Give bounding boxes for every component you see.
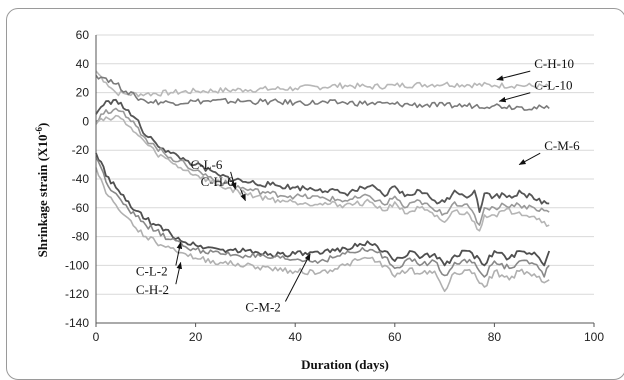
x-tick-label-2: 40	[289, 330, 303, 344]
y-tick-label-1: 40	[76, 57, 90, 71]
annotations: C-H-10 C-L-10 C-M-6 C-L-6 C-H-6 C-M-2 C-L-2 C-H…	[136, 56, 580, 314]
y-tick-labels: 60 40 20 0 -20 -40 -60 -80 -100 -120 -140	[65, 28, 89, 330]
annotation-label-c-h-6: C-H-6	[201, 174, 235, 189]
annotation-label-c-h-10: C-H-10	[534, 56, 574, 71]
annotation-arrow-c-h-6	[240, 189, 246, 202]
annotation-arrow-c-m-6	[518, 152, 541, 166]
y-tick-label-2: 20	[76, 86, 90, 100]
chart-frame	[6, 8, 624, 380]
series-lines	[95, 70, 551, 293]
y-tick-label-0: 60	[76, 28, 90, 42]
x-tick-label-5: 100	[584, 330, 604, 344]
series-line-c-l-2	[95, 157, 550, 278]
annotation-label-c-m-6: C-M-6	[544, 138, 580, 153]
annotation-arrow-c-l-10	[498, 92, 531, 103]
y-tick-label-8: -100	[65, 258, 89, 272]
y-tick-label-10: -140	[65, 316, 89, 330]
annotation-arrow-c-h-2	[175, 261, 183, 285]
y-tick-label-7: -80	[72, 230, 90, 244]
y-tick-label-5: -40	[72, 172, 90, 186]
grid-lines	[96, 34, 594, 324]
y-tick-label-6: -60	[72, 201, 90, 215]
annotation-arrow-c-l-2	[175, 241, 183, 266]
series-line-c-h-10	[95, 70, 550, 98]
series-line-c-h-2	[95, 167, 550, 293]
y-axis-title-main: Shrinkage strain (X10	[35, 135, 50, 258]
y-axis-title-close: )	[35, 123, 50, 127]
x-tick-label-3: 60	[388, 330, 402, 344]
y-axis-title: Shrinkage strain (X10-6)	[34, 123, 50, 258]
y-axis-title-exponent: -6	[34, 127, 44, 135]
annotation-label-c-l-6: C-L-6	[191, 157, 223, 172]
annotation-label-c-l-10: C-L-10	[534, 78, 572, 93]
annotation-label-c-l-2: C-L-2	[136, 263, 168, 278]
series-line-c-m-6	[95, 98, 550, 214]
annotation-label-c-h-2: C-H-2	[136, 282, 169, 297]
axes	[95, 35, 595, 327]
series-line-c-l-6	[95, 107, 550, 226]
annotation-arrow-c-h-10	[496, 70, 531, 81]
annotation-arrow-c-l-6	[230, 171, 237, 190]
x-axis-title: Duration (days)	[301, 357, 389, 372]
series-line-c-l-10	[95, 74, 550, 111]
y-tick-label-4: -20	[72, 143, 90, 157]
x-tick-label-4: 80	[488, 330, 502, 344]
x-tick-label-0: 0	[93, 330, 100, 344]
series-line-c-m-2	[95, 152, 551, 267]
annotation-arrow-c-m-2	[284, 253, 311, 302]
y-tick-label-9: -120	[65, 287, 89, 301]
annotation-label-c-m-2: C-M-2	[245, 299, 280, 314]
series-line-c-h-6	[95, 114, 550, 232]
x-tick-labels: 0 20 40 60 80 100	[93, 330, 605, 344]
y-tick-label-3: 0	[82, 114, 89, 128]
x-tick-label-1: 20	[189, 330, 203, 344]
